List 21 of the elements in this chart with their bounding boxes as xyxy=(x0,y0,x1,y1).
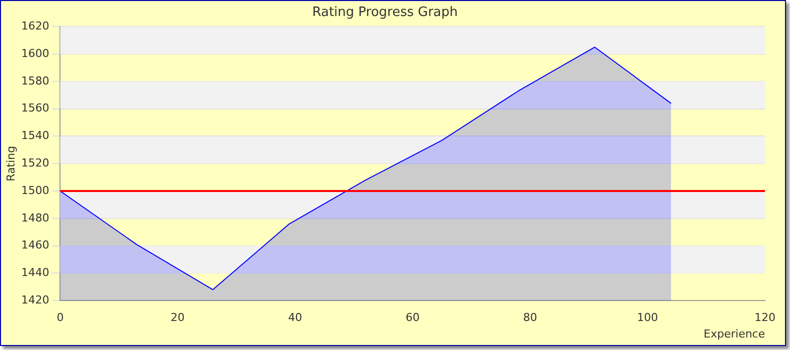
y-tick-label: 1500 xyxy=(21,184,50,197)
y-tick-label: 1480 xyxy=(21,211,50,224)
x-tick-label: 80 xyxy=(523,311,538,324)
x-tick-label: 100 xyxy=(637,311,658,324)
x-tick-label: 120 xyxy=(754,311,776,324)
y-tick-label: 1460 xyxy=(21,238,50,252)
x-tick-label: 20 xyxy=(170,311,185,324)
y-tick-label: 1540 xyxy=(21,129,50,142)
y-tick-label: 1580 xyxy=(21,74,50,88)
x-tick-label: 0 xyxy=(56,311,64,324)
y-tick-label: 1440 xyxy=(21,266,50,280)
x-tick-label: 60 xyxy=(406,311,420,324)
x-axis-title: Experience xyxy=(704,327,766,340)
y-tick-label: 1420 xyxy=(21,293,50,306)
y-tick-label: 1620 xyxy=(21,19,50,32)
x-tick-label: 40 xyxy=(288,311,302,324)
y-tick-label: 1600 xyxy=(21,46,50,60)
y-axis-title: Rating xyxy=(4,146,18,182)
y-tick-label: 1520 xyxy=(21,156,50,170)
chart-title: Rating Progress Graph xyxy=(312,5,458,20)
y-tick-label: 1560 xyxy=(21,102,50,115)
